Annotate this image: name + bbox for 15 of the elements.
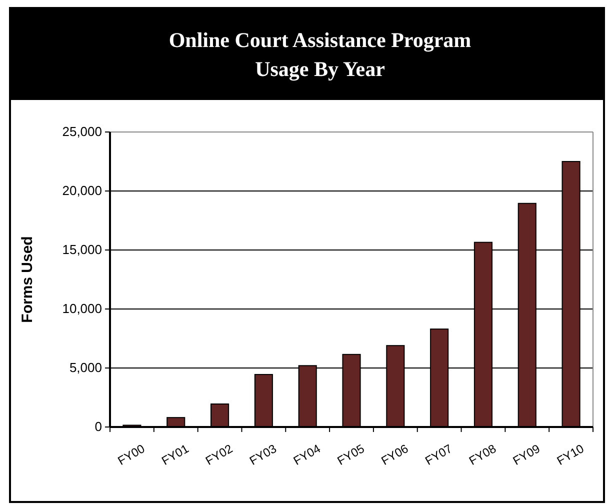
x-tick-label: FY02 xyxy=(203,441,236,468)
x-tick-label: FY09 xyxy=(510,441,543,468)
y-tick-label: 10,000 xyxy=(62,301,102,316)
x-tick-label: FY00 xyxy=(115,441,148,468)
y-tick-label: 15,000 xyxy=(62,242,102,258)
x-tick-label: FY08 xyxy=(466,441,499,468)
y-axis-title: Forms Used xyxy=(19,236,36,323)
x-tick-label: FY03 xyxy=(247,441,280,468)
y-tick-label: 25,000 xyxy=(62,124,102,140)
y-tick-label: 20,000 xyxy=(62,183,102,198)
y-tick-label: 5,000 xyxy=(69,360,102,376)
x-tick-label: FY10 xyxy=(554,441,587,468)
x-tick-label: FY01 xyxy=(159,441,192,468)
y-tick-label: 0 xyxy=(94,419,102,434)
chart-title: Online Court Assistance Program Usage By Year xyxy=(168,28,472,81)
